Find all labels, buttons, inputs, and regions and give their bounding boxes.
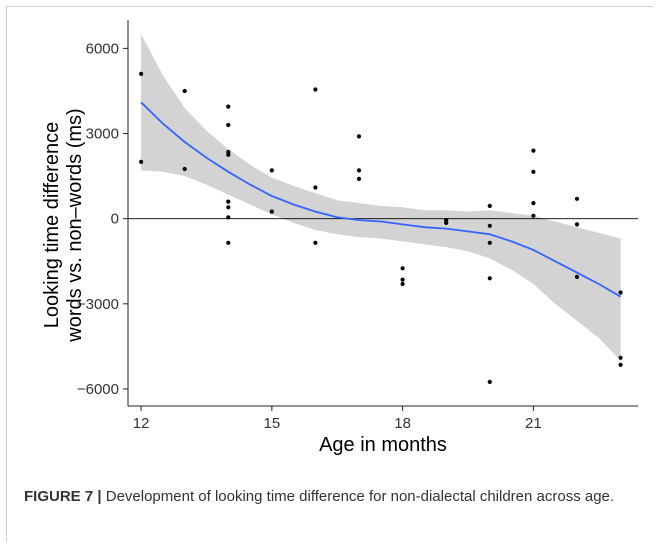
data-point — [487, 379, 492, 384]
data-point — [139, 71, 144, 76]
points-layer — [139, 71, 623, 384]
data-point — [269, 168, 274, 173]
data-point — [226, 240, 231, 245]
data-point — [574, 222, 580, 227]
caption-text: Development of looking time difference f… — [105, 488, 615, 505]
data-point — [226, 205, 231, 210]
y-tick-label: 0 — [111, 211, 119, 228]
x-tick-label: 18 — [394, 415, 411, 432]
data-point — [182, 166, 187, 172]
caption-label: FIGURE 7 — [24, 488, 94, 505]
figure-frame — [6, 6, 653, 542]
data-point — [226, 122, 231, 128]
data-point — [226, 104, 231, 109]
data-point — [618, 362, 623, 367]
x-axis-label: Age in months — [319, 434, 447, 456]
data-point — [226, 215, 231, 220]
fit-line-layer — [140, 101, 622, 298]
y-axis-label-line2: words vs. non–words (ms) — [64, 108, 86, 342]
figure-caption: FIGURE 7 | Development of looking time d… — [24, 486, 634, 508]
y-tick-label: 6000 — [86, 40, 119, 57]
x-tick-label: 21 — [525, 415, 542, 432]
data-point — [487, 240, 492, 245]
data-point — [444, 220, 449, 225]
y-ticks: 6000 3000 0 −3000 −6000 — [77, 40, 128, 398]
data-point — [313, 240, 318, 245]
data-point — [400, 281, 405, 287]
data-point — [226, 152, 231, 157]
data-point — [531, 148, 536, 153]
data-point — [487, 223, 492, 228]
data-point — [531, 201, 536, 206]
fit-line — [140, 101, 622, 298]
data-point — [531, 169, 536, 174]
data-point — [313, 185, 318, 190]
x-tick-label: 12 — [133, 415, 150, 432]
y-tick-label: 3000 — [86, 126, 119, 143]
data-point — [574, 274, 580, 279]
confidence-band-layer — [141, 34, 621, 361]
y-tick-label: −3000 — [77, 296, 119, 313]
data-point — [618, 290, 623, 295]
data-point — [356, 134, 362, 139]
confidence-band — [141, 34, 621, 361]
data-point — [313, 87, 318, 92]
data-point — [356, 168, 362, 173]
chart: 12 15 18 21 6000 3000 0 −3000 −6000 Age in mont… — [41, 20, 638, 456]
y-tick-label: −6000 — [77, 381, 119, 398]
data-point — [269, 209, 274, 214]
data-point — [400, 277, 405, 282]
data-point — [531, 213, 536, 218]
data-point — [400, 266, 405, 271]
data-point — [182, 88, 187, 94]
data-point — [487, 276, 492, 281]
data-point — [618, 355, 623, 360]
x-tick-label: 15 — [264, 415, 281, 432]
data-point — [139, 159, 144, 164]
y-axis-label-line1: Looking time difference — [41, 122, 63, 328]
data-point — [487, 203, 492, 208]
data-point — [574, 196, 580, 201]
caption-separator: | — [93, 488, 106, 505]
x-ticks: 12 15 18 21 — [133, 406, 542, 432]
data-point — [356, 176, 362, 181]
data-point — [226, 199, 231, 204]
